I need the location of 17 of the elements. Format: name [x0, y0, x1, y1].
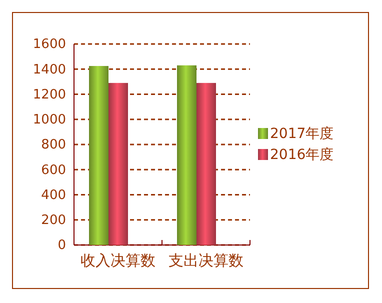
- y-tick-label: 1600: [32, 37, 66, 52]
- legend-label: 2016年度: [270, 147, 334, 163]
- y-tick-label: 400: [41, 188, 66, 203]
- bar: [108, 82, 128, 245]
- bar: [89, 66, 108, 245]
- bar: [196, 82, 216, 245]
- y-tick-label: 1200: [32, 87, 66, 102]
- legend-label: 2017年度: [270, 126, 334, 142]
- x-tick-label: 收入决算数: [80, 252, 156, 270]
- x-tick-label: 支出决算数: [168, 252, 244, 270]
- y-tick-label: 1400: [32, 62, 66, 78]
- y-tick-label: 800: [41, 138, 66, 153]
- bar: [177, 65, 196, 245]
- y-tick-label: 600: [41, 162, 66, 178]
- y-tick-label: 0: [58, 238, 66, 254]
- y-tick-label: 200: [41, 213, 66, 228]
- y-tick-label: 1000: [32, 112, 66, 128]
